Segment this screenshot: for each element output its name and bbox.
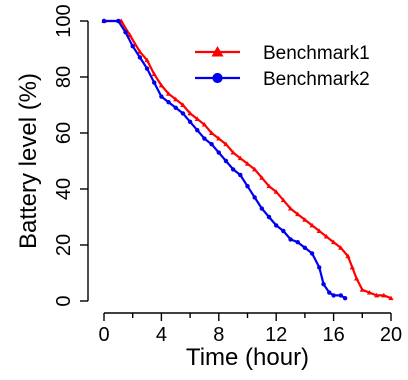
x-tick-label: 20 bbox=[380, 324, 402, 346]
data-point bbox=[273, 223, 279, 228]
data-point bbox=[331, 239, 337, 245]
data-point bbox=[201, 122, 208, 127]
data-point bbox=[323, 234, 330, 239]
data-point bbox=[116, 18, 121, 24]
data-point bbox=[137, 55, 143, 60]
y-tick-label: 0 bbox=[53, 295, 75, 306]
data-point bbox=[266, 214, 272, 220]
data-point bbox=[266, 183, 272, 189]
data-point bbox=[259, 175, 265, 180]
axes: 0 4 8 12 16 20 0 20 40 60 80 100 bbox=[53, 4, 402, 346]
data-point bbox=[230, 150, 236, 155]
x-tick-label: 0 bbox=[98, 324, 109, 346]
x-tick-label: 16 bbox=[322, 324, 344, 346]
data-point bbox=[316, 228, 322, 233]
data-point bbox=[302, 217, 308, 222]
data-point bbox=[202, 136, 207, 141]
data-point bbox=[223, 158, 229, 164]
data-point bbox=[345, 253, 351, 259]
data-point bbox=[302, 245, 308, 251]
data-point bbox=[223, 141, 229, 147]
data-point bbox=[216, 136, 222, 141]
data-point bbox=[180, 111, 186, 116]
data-point bbox=[280, 197, 286, 203]
y-tick-label: 60 bbox=[53, 122, 75, 144]
x-tick-label: 4 bbox=[156, 324, 167, 346]
series-layer bbox=[101, 18, 394, 301]
data-point bbox=[194, 116, 200, 121]
data-point bbox=[230, 167, 236, 172]
data-point bbox=[244, 161, 251, 166]
data-point bbox=[317, 265, 322, 270]
data-point bbox=[144, 57, 150, 63]
series-1 bbox=[101, 18, 394, 301]
data-point bbox=[151, 71, 157, 77]
y-tick-label: 40 bbox=[53, 178, 75, 200]
x-axis-title: Time (hour) bbox=[186, 344, 309, 371]
data-point bbox=[137, 49, 143, 54]
data-point bbox=[209, 141, 214, 147]
data-point bbox=[101, 18, 107, 24]
data-point bbox=[165, 91, 172, 96]
data-point bbox=[237, 155, 243, 161]
data-point bbox=[287, 206, 294, 211]
data-point bbox=[187, 119, 193, 125]
series-2 bbox=[101, 18, 348, 301]
data-point bbox=[158, 82, 164, 88]
data-point bbox=[259, 206, 265, 211]
data-point bbox=[309, 251, 315, 256]
data-point bbox=[123, 29, 128, 35]
data-point bbox=[288, 237, 293, 242]
data-point bbox=[159, 94, 164, 99]
data-point bbox=[166, 99, 171, 105]
data-point bbox=[338, 293, 343, 298]
data-point bbox=[173, 105, 178, 111]
data-point bbox=[152, 80, 157, 85]
data-point bbox=[238, 172, 243, 178]
data-point bbox=[388, 295, 394, 301]
data-point bbox=[366, 290, 373, 295]
legend-marker bbox=[211, 46, 224, 57]
data-point bbox=[374, 292, 380, 298]
data-point bbox=[359, 287, 365, 292]
data-point bbox=[381, 292, 387, 298]
y-tick-label: 20 bbox=[53, 234, 75, 256]
data-point bbox=[281, 228, 286, 234]
data-point bbox=[252, 166, 258, 172]
series-line bbox=[104, 19, 392, 300]
data-point bbox=[252, 195, 257, 200]
y-tick-label: 100 bbox=[53, 4, 75, 37]
y-tick-label: 80 bbox=[53, 66, 75, 88]
data-point bbox=[321, 281, 326, 287]
data-point bbox=[273, 189, 279, 194]
data-point bbox=[130, 43, 135, 49]
x-tick-label: 12 bbox=[265, 324, 287, 346]
data-point bbox=[349, 264, 355, 270]
data-point bbox=[144, 66, 150, 71]
legend-marker bbox=[212, 72, 223, 84]
x-tick-label: 8 bbox=[213, 324, 224, 346]
y-axis-title: Battery level (%) bbox=[15, 73, 42, 249]
data-point bbox=[331, 293, 336, 298]
data-point bbox=[187, 110, 193, 116]
data-point bbox=[338, 245, 344, 250]
data-point bbox=[209, 130, 215, 135]
data-point bbox=[173, 96, 179, 102]
legend-label: Benchmark1 bbox=[263, 43, 370, 64]
data-point bbox=[245, 183, 250, 189]
data-point bbox=[327, 290, 332, 295]
data-point bbox=[195, 127, 200, 133]
data-point bbox=[216, 150, 222, 155]
legend: Benchmark1 Benchmark2 bbox=[195, 43, 370, 90]
data-point bbox=[353, 276, 360, 281]
data-point bbox=[180, 102, 186, 107]
data-point bbox=[309, 222, 315, 228]
data-point bbox=[295, 211, 301, 217]
legend-label: Benchmark2 bbox=[263, 69, 370, 90]
data-point bbox=[295, 239, 300, 245]
data-point bbox=[342, 295, 348, 301]
